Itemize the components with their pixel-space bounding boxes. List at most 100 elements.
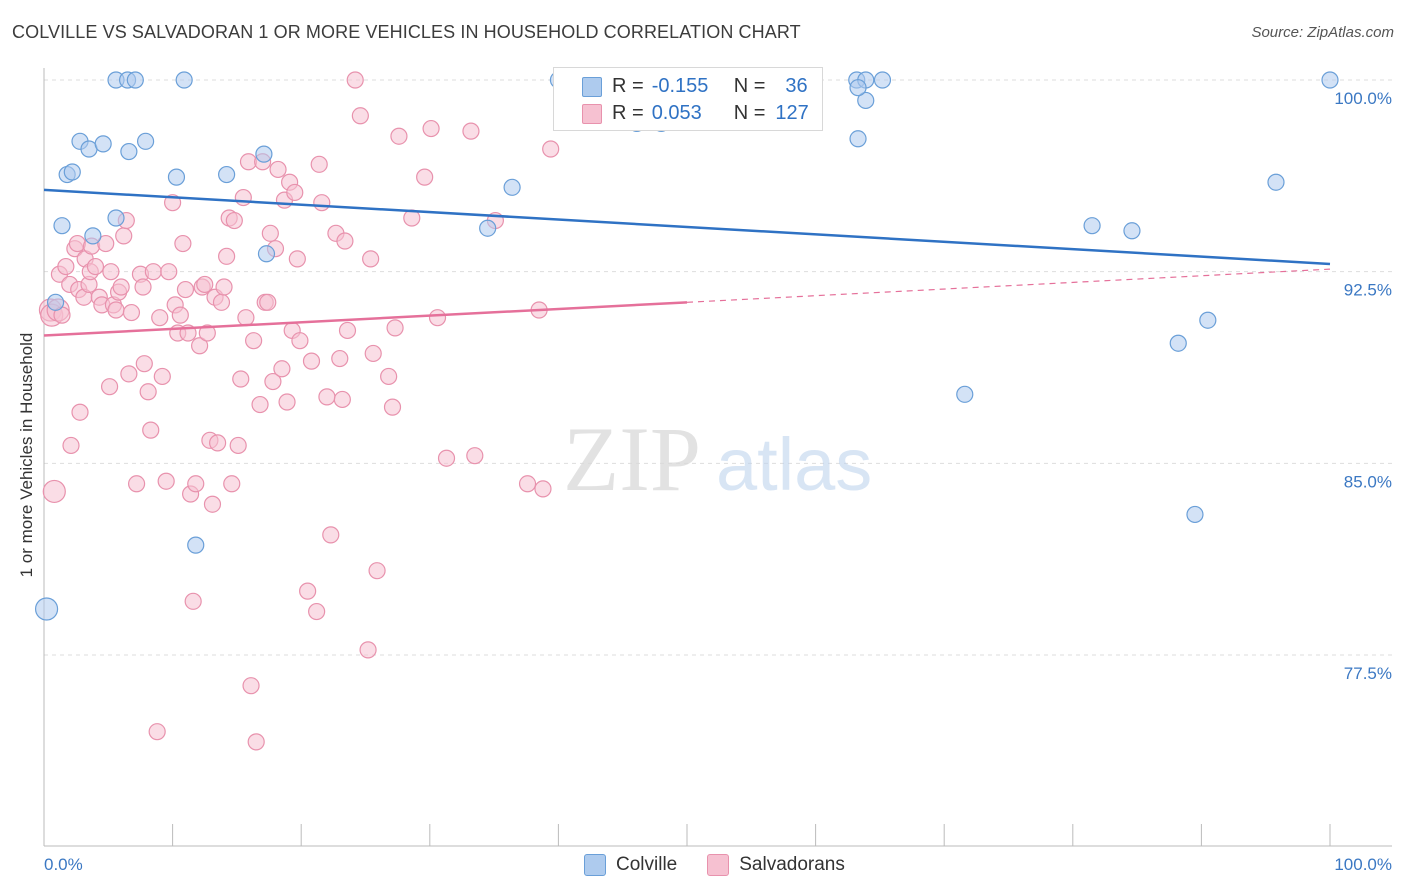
source-label: Source: ZipAtlas.com <box>1251 24 1394 41</box>
salvadoran-point <box>247 733 265 751</box>
salvadoran-point <box>120 365 138 383</box>
salvadoran-point <box>234 188 252 207</box>
salvadoran-point <box>42 479 66 504</box>
salvadoran-point <box>209 434 227 452</box>
colville-trend-line <box>43 188 1331 266</box>
salvadoran-point <box>215 278 233 296</box>
salvadoran-point <box>437 449 456 467</box>
r-value: -0.155 <box>651 74 709 97</box>
salvadoran-point <box>466 447 484 465</box>
salvadoran-legend-label: Salvadorans <box>739 854 845 875</box>
r-label: R = <box>612 101 644 124</box>
colville-legend-label: Colville <box>616 854 678 875</box>
salvadoran-point <box>62 436 80 455</box>
salvadoran-trend-line <box>43 301 688 337</box>
salvadoran-point <box>422 119 440 138</box>
salvadoran-point <box>288 250 306 268</box>
series-legend: Colville Salvadorans <box>584 852 845 878</box>
salvadoran-point <box>135 355 153 373</box>
salvadoran-point <box>428 309 447 327</box>
salvadoran-point <box>333 390 351 409</box>
salvadoran-point <box>322 526 340 544</box>
points-layer <box>34 71 1339 751</box>
salvadoran-point <box>142 421 160 439</box>
salvadoran-point <box>229 436 247 455</box>
watermark-atlas: atlas <box>716 423 872 506</box>
salvadoran-point <box>157 472 175 490</box>
n-value: 36 <box>785 74 808 97</box>
salvadoran-point <box>242 677 260 695</box>
salvadoran-point <box>198 324 216 342</box>
salvadoran-point <box>174 234 192 253</box>
y-axis-label: 1 or more Vehicles in Household <box>17 333 36 578</box>
salvadoran-point <box>380 367 398 386</box>
salvadoran-point <box>338 321 357 340</box>
salvadoran-point <box>97 234 115 253</box>
colville-point <box>34 597 59 621</box>
salvadoran-point <box>153 367 171 386</box>
salvadoran-point <box>364 344 382 363</box>
salvadoran-legend-swatch <box>707 854 730 876</box>
colville-point <box>1083 217 1101 235</box>
colville-point <box>255 145 273 163</box>
axis-layer: 77.5% 85.0% 92.5% 100.0% 0.0% 100.0% <box>43 68 1392 874</box>
colville-point <box>46 293 65 311</box>
salvadoran-point <box>68 234 87 253</box>
salvadoran-point <box>518 475 537 493</box>
y-tick-label: 77.5% <box>1344 664 1392 683</box>
salvadoran-point <box>383 398 402 416</box>
legend-row-salvadoran: R = 0.053 N = 127 <box>612 100 809 126</box>
stats-legend: R = -0.155 N = 36 R = 0.053 N = 127 <box>553 67 823 131</box>
n-value: 127 <box>775 101 809 124</box>
colville-point <box>84 227 102 245</box>
salvadoran-point <box>196 275 214 294</box>
salvadoran-point <box>134 278 152 296</box>
salvadoran-swatch <box>582 104 602 124</box>
salvadoran-point <box>86 257 105 276</box>
r-value: 0.053 <box>651 101 702 124</box>
watermark-zip: ZIP <box>563 408 701 510</box>
colville-point <box>63 163 81 181</box>
salvadoran-point <box>245 332 263 350</box>
colville-point <box>503 178 521 196</box>
salvadoran-point <box>225 211 243 230</box>
colville-point <box>1321 71 1339 89</box>
salvadoran-point <box>187 475 205 493</box>
salvadoran-point <box>232 370 250 388</box>
colville-point <box>873 71 892 89</box>
salvadoran-point <box>362 250 380 268</box>
colville-point <box>126 71 144 89</box>
colville-point <box>1169 334 1187 352</box>
salvadoran-point <box>148 723 166 741</box>
salvadoran-point <box>191 337 209 355</box>
colville-point <box>857 91 875 110</box>
colville-point <box>257 245 276 263</box>
colville-legend-swatch <box>584 854 606 876</box>
salvadoran-point <box>310 155 328 173</box>
salvadoran-point <box>203 495 222 513</box>
n-label: N = <box>733 101 766 124</box>
salvadoran-point <box>336 232 354 250</box>
salvadoran-point <box>237 309 255 327</box>
colville-point <box>218 165 236 184</box>
salvadoran-point <box>151 309 169 327</box>
salvadoran-point <box>127 475 146 493</box>
n-label: N = <box>733 74 766 97</box>
salvadoran-point <box>542 140 560 158</box>
colville-point <box>1199 311 1217 329</box>
salvadoran-point <box>122 303 141 322</box>
grid-layer <box>44 79 1392 656</box>
salvadoran-point <box>264 372 282 391</box>
salvadoran-point <box>462 122 480 140</box>
colville-point <box>849 130 867 148</box>
salvadoran-point <box>223 475 241 493</box>
salvadoran-point <box>171 306 189 324</box>
salvadoran-point <box>100 378 119 396</box>
salvadoran-point <box>291 332 309 350</box>
salvadoran-point <box>115 227 133 245</box>
salvadoran-point <box>107 301 125 319</box>
colville-point <box>1123 222 1141 240</box>
colville-point <box>849 79 867 97</box>
salvadoran-point <box>102 263 120 281</box>
colville-point <box>53 217 71 235</box>
